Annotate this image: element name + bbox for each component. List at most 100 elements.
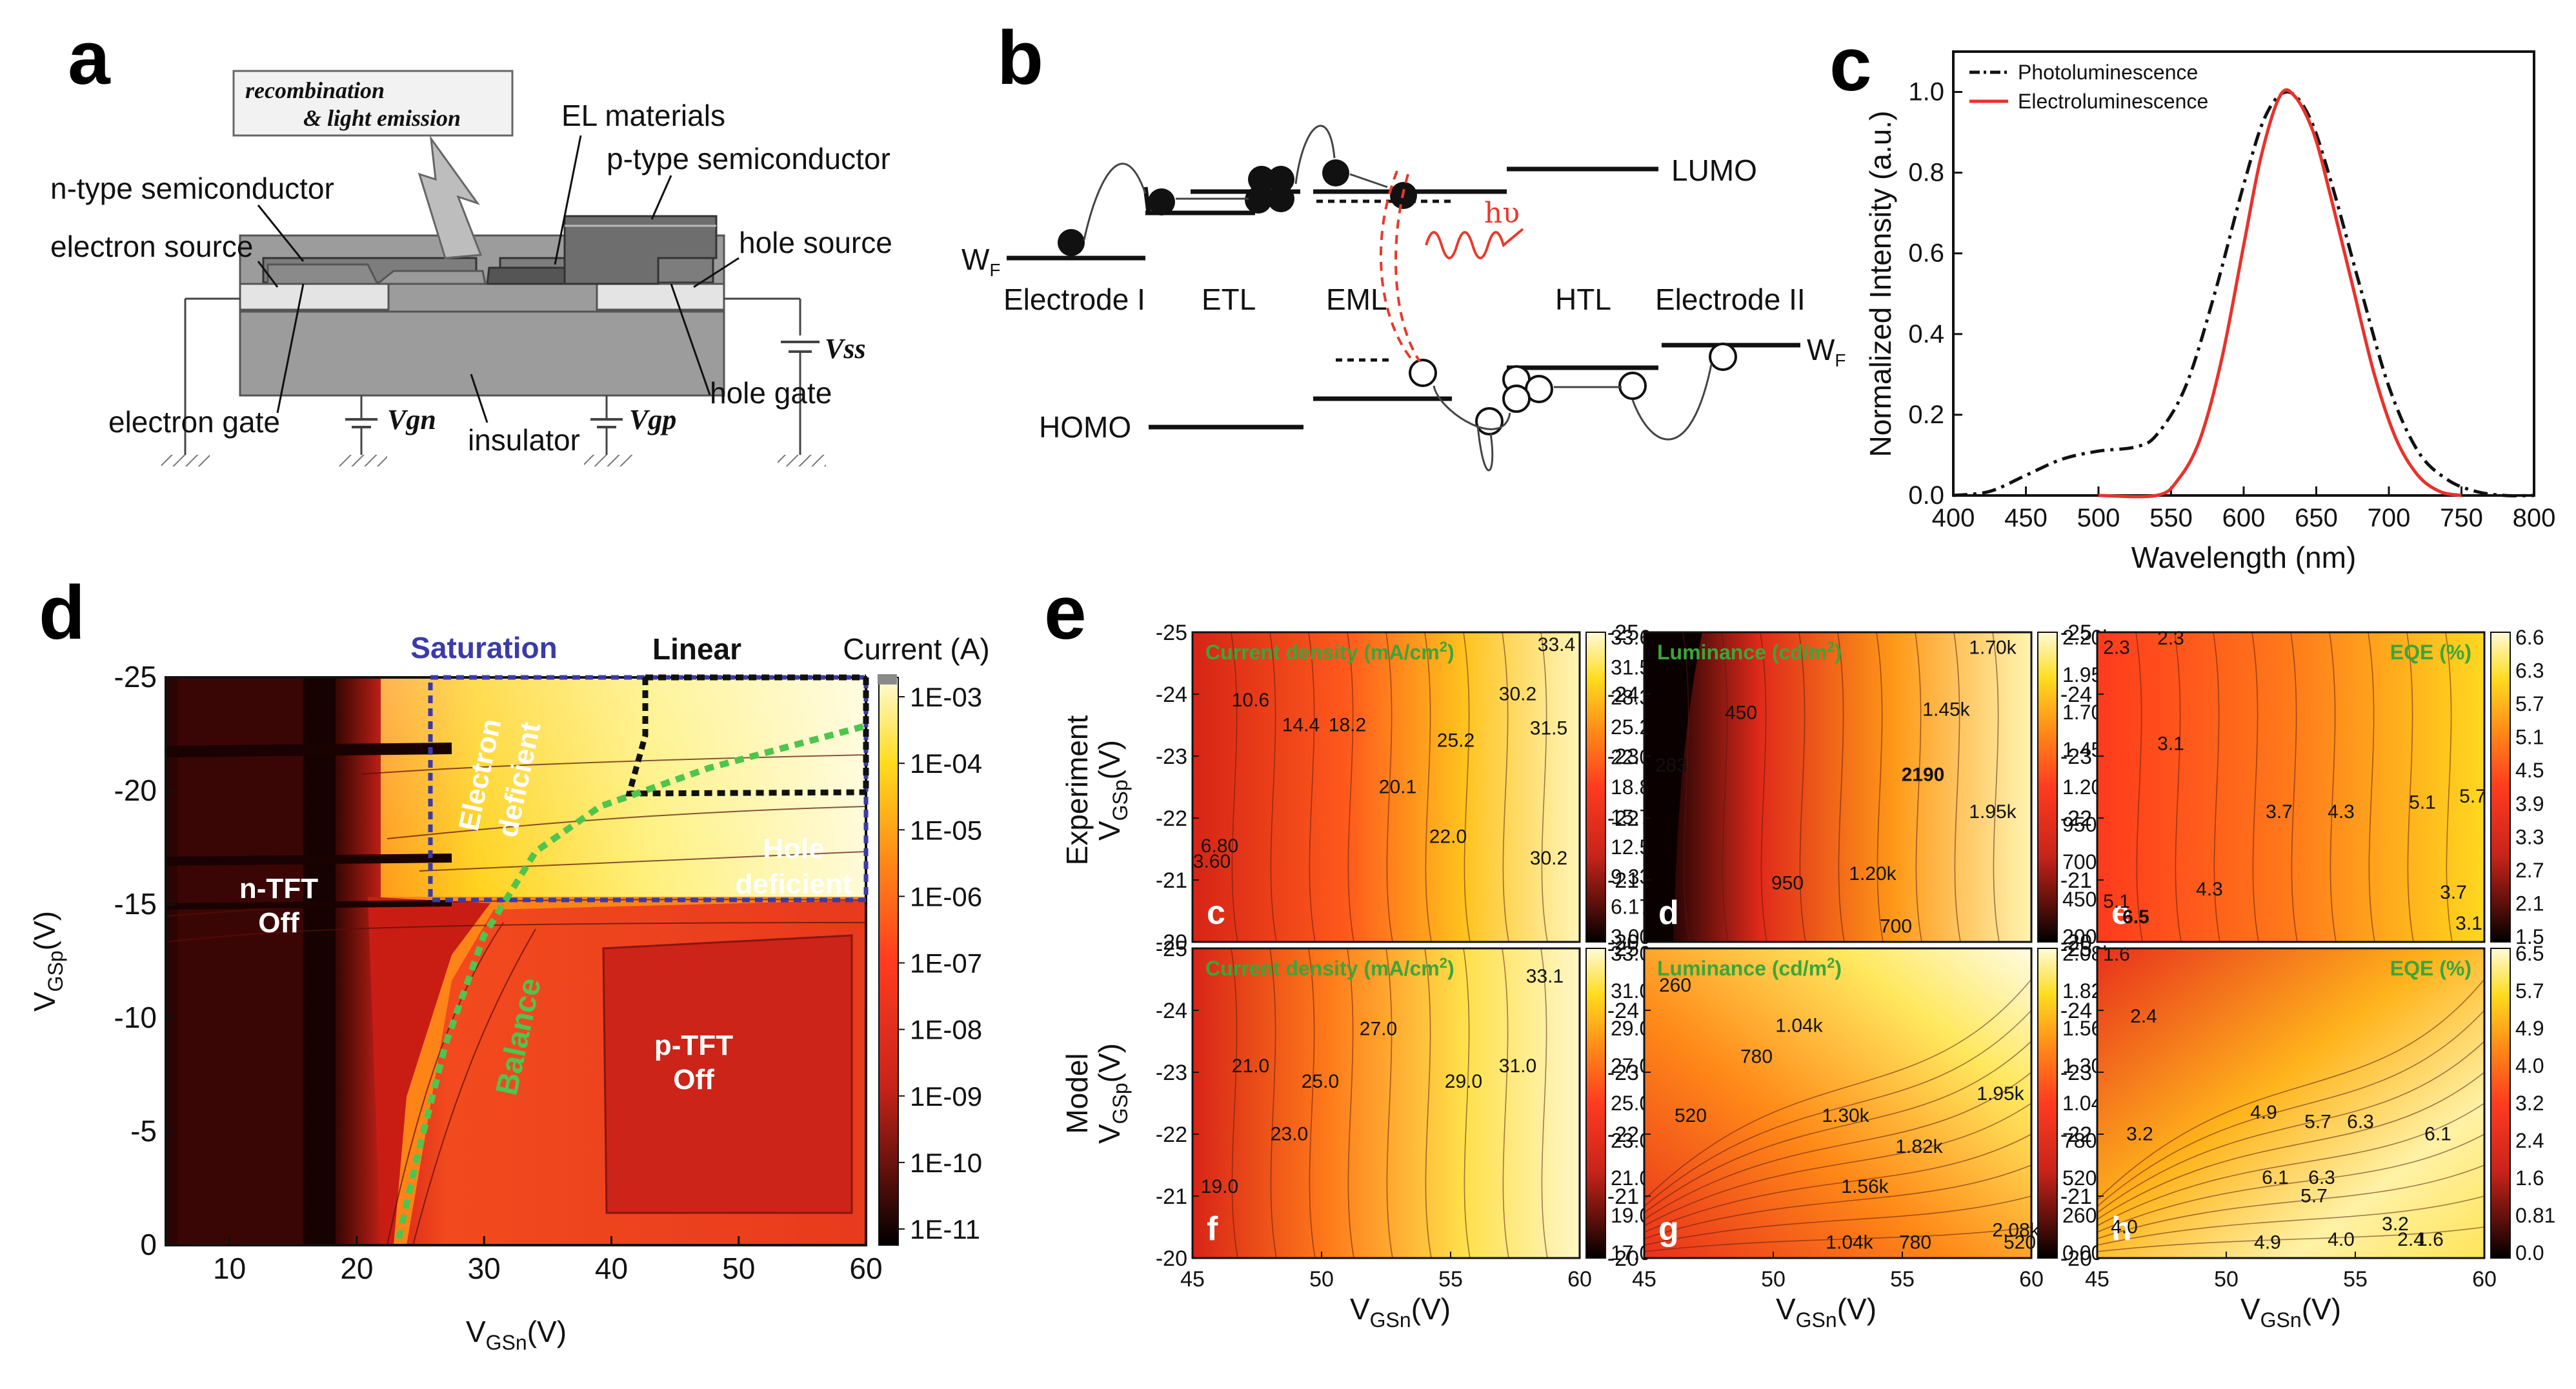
subplot-title-h: EQE (%) [2390, 957, 2471, 980]
y-tick-label-e: -23 [1607, 744, 1639, 769]
homo-label: HOMO [1039, 410, 1131, 444]
contour-line [1953, 632, 1961, 943]
colorbar-label-d: 1E-03 [910, 682, 982, 712]
contour-label: 6.3 [2347, 1111, 2374, 1132]
contour-label: 31.5 [1530, 717, 1567, 739]
colorbar-label-d: 1E-10 [910, 1148, 982, 1178]
contour-line [1424, 948, 1432, 1259]
contour-label: 2.4 [2397, 1229, 2424, 1250]
y-axis-title-e-bottom: VGSp(V) [1092, 1043, 1132, 1144]
colorbar-label-e: 5.1 [2515, 726, 2544, 749]
contour-line [2097, 979, 2485, 1201]
x-tick-label-e: 55 [2343, 1267, 2368, 1292]
colorbar-label-h: 4.9 [2515, 1017, 2544, 1040]
n-tft-label: n-TFT [239, 873, 318, 904]
contour-line [1463, 632, 1471, 943]
contour-line [1644, 1072, 2032, 1220]
colorbar-label-d: 700 [2062, 850, 2097, 874]
y-tick-label-c: 0.8 [1908, 159, 1944, 187]
subplot-letter-f: f [1207, 1210, 1218, 1248]
x-tick-label-d: 50 [722, 1252, 755, 1285]
x-tick-label-e: 45 [1632, 1267, 1656, 1292]
subplot-frame-d [1643, 631, 2033, 943]
y-tick-label-d: -25 [114, 660, 157, 694]
contour-label: 1.6 [2103, 944, 2130, 965]
insulator-label: insulator [468, 423, 580, 457]
contour-line [2251, 632, 2259, 943]
y-tick-label-c: 0.4 [1908, 320, 1944, 348]
hole-gate-label: hole gate [710, 376, 832, 410]
x-tick-label-d: 40 [595, 1252, 628, 1285]
contour-line [1269, 632, 1277, 943]
subplot-frame-g [1643, 947, 2033, 1259]
contour-label: 5.7 [2459, 786, 2486, 807]
p-tft-label: p-TFT [654, 1030, 733, 1061]
contour-label: 780 [1899, 1232, 1931, 1254]
subplot-frame-f [1191, 947, 1581, 1259]
x-tick-label-e: 45 [2085, 1267, 2109, 1292]
hole-source [596, 283, 725, 311]
y-tick-label-e: -24 [2060, 999, 2092, 1023]
colorbar-label-e: 5.7 [2515, 692, 2544, 715]
panel-c-spectrum-chart: 400 450 500 550 600 650 700 750 800 0.0 0.2 0.4 0.6 0… [1864, 50, 2555, 574]
contour-label: 5.1 [2409, 792, 2436, 814]
x-tick-label-d: 60 [849, 1252, 882, 1285]
legend-label-c: Photoluminescence [2018, 61, 2198, 84]
x-tick-label-e: 60 [2019, 1267, 2044, 1292]
contour-line [1308, 632, 1316, 943]
contour-label: 1.45k [1922, 699, 1970, 721]
y-tick-label-e: -21 [1156, 1184, 1187, 1209]
contour-label: 2.4 [2130, 1006, 2157, 1027]
contour-line [2174, 632, 2182, 943]
layer-electrode-2: Electrode II [1655, 283, 1806, 316]
y-tick-label-e: -24 [1156, 683, 1187, 707]
hole-deficient-label: deficient [736, 868, 852, 900]
x-axis-title-e-3: VGSn(V) [2240, 1292, 2341, 1332]
y-tick-label-e: -22 [2060, 1123, 2092, 1147]
contour-label: 4.0 [2111, 1217, 2138, 1238]
contour-line [1644, 1164, 2032, 1239]
x-tick-label-d: 30 [468, 1252, 501, 1285]
colorbar-label-h: 3.2 [2515, 1092, 2544, 1115]
contour-label: 30.2 [1499, 684, 1536, 705]
contour-label: 2.3 [2157, 628, 2184, 649]
colorbar-label-g: 0.00 [2062, 1241, 2102, 1264]
contour-label: 700 [1880, 916, 1912, 937]
contour-label: 1.20k [1849, 863, 1897, 884]
saturation-box [428, 675, 869, 903]
vgn-label: Vgn [387, 404, 436, 435]
subplot-letter-c: c [1207, 894, 1225, 932]
panel-a-schematic: recombination & light emission EL materi… [50, 70, 892, 466]
colorbar-label-d: 1E-04 [910, 748, 982, 779]
x-tick-label-e: 60 [1567, 1267, 1592, 1292]
contour-label: 950 [1771, 872, 1804, 894]
contour-line [1385, 948, 1393, 1259]
light-emission-text: & light emission [303, 105, 461, 131]
contour-label: 10.6 [1232, 690, 1269, 711]
subplot-c: Current density (mA/cm2) c 33.4 30.2 31.5 10.… [1156, 621, 1651, 955]
panel-d-heatmap: Saturation Linear Current (A) n-TFT Off … [28, 631, 990, 1354]
contour-label: 25.0 [1302, 1071, 1339, 1092]
contour-line [1644, 1195, 2032, 1246]
colorbar-label-d: 1E-07 [910, 948, 982, 979]
subplot-frame-h [2096, 947, 2486, 1259]
colorbar-label-e: 3.9 [2515, 792, 2544, 815]
linear-label: Linear [652, 632, 741, 666]
contour-label: 4.0 [2328, 1229, 2355, 1250]
colorbar-label-h: 5.7 [2515, 979, 2544, 1003]
contour-line [1876, 632, 1884, 943]
colorbar-label-h: 0.0 [2515, 1241, 2544, 1264]
recombination-text: recombination [245, 77, 385, 103]
panel-b-band-diagram: LUMO HOMO WF WF hυ E [961, 125, 1846, 472]
legend-label-c: Electroluminescence [2018, 90, 2208, 113]
contour-line [1760, 632, 1767, 943]
contour-line [2329, 632, 2337, 943]
y-tick-label-e: -24 [2060, 683, 2092, 707]
contour-label: 1.82k [1895, 1136, 1943, 1157]
x-axis-title-e-2: VGSn(V) [1776, 1292, 1877, 1332]
colorbar-label-h: 4.0 [2515, 1054, 2544, 1077]
contour-line [2368, 632, 2375, 943]
contour-label: 31.0 [1499, 1055, 1536, 1077]
y-tick-label-e: -23 [1156, 1061, 1187, 1085]
contour-line [1347, 632, 1354, 943]
